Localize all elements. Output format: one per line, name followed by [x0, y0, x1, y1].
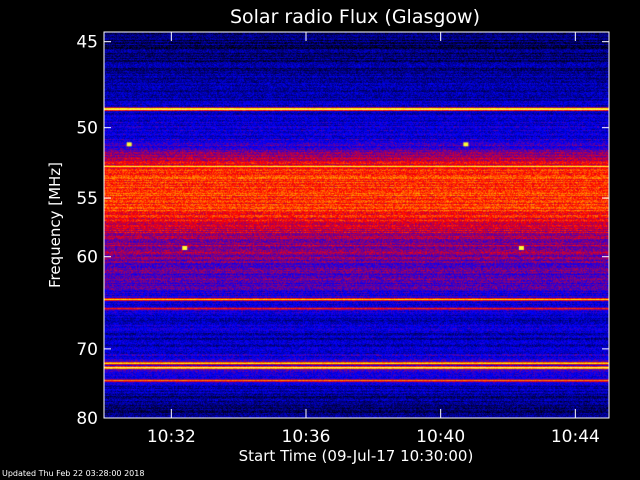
- x-tick-label: 10:44: [551, 427, 600, 447]
- spectrogram-image-container: [104, 32, 609, 418]
- y-axis-label: Frequency [MHz]: [46, 162, 64, 288]
- y-tick-label: 60: [76, 248, 98, 268]
- y-tick-label: 70: [76, 340, 98, 360]
- plot-frame: [103, 31, 610, 419]
- y-tick-label: 50: [76, 119, 98, 139]
- x-tick-label: 10:40: [416, 427, 465, 447]
- y-tick-label: 55: [76, 189, 98, 209]
- chart-title: Solar radio Flux (Glasgow): [230, 6, 480, 28]
- x-tick-label: 10:32: [147, 427, 196, 447]
- footer-updated: Updated Thu Feb 22 03:28:00 2018: [2, 469, 145, 478]
- y-tick-label: 45: [76, 33, 98, 53]
- y-tick-label: 80: [76, 409, 98, 429]
- spectrogram-image: [104, 32, 609, 418]
- x-tick-label: 10:36: [282, 427, 331, 447]
- x-axis-label: Start Time (09-Jul-17 10:30:00): [239, 447, 474, 465]
- x-axis: 10:32 10:36 10:40 10:44: [147, 32, 600, 447]
- y-axis: 45 50 55 60 70 80: [76, 33, 609, 429]
